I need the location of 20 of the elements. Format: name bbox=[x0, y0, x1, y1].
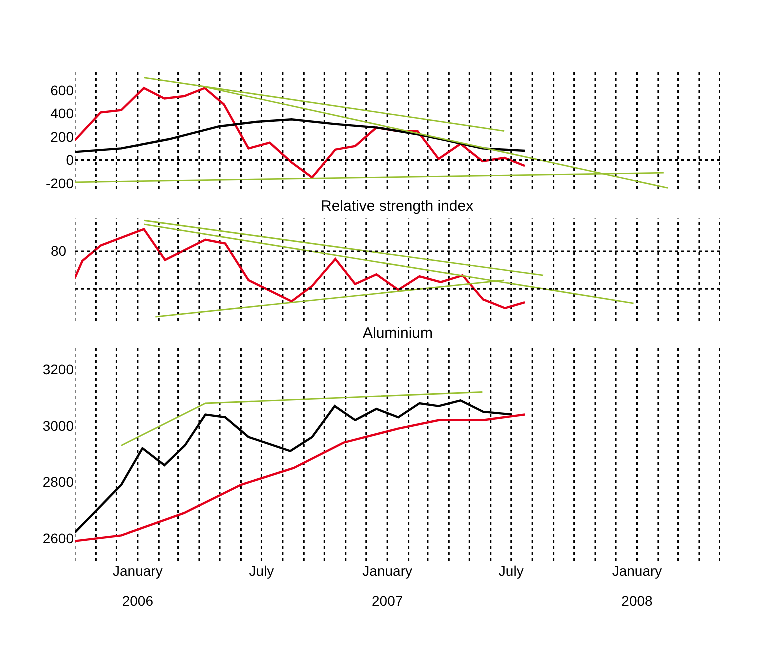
x-tick-label: July bbox=[249, 563, 274, 579]
x2-tick-label: 2006 bbox=[122, 593, 154, 609]
y-tick-label: 2600 bbox=[42, 530, 74, 546]
x-tick-label: July bbox=[498, 563, 524, 579]
x2-tick-label: 2007 bbox=[372, 593, 404, 609]
text: 80 bbox=[51, 243, 67, 259]
y-tick-label: 0 bbox=[66, 152, 74, 168]
x-tick-label: January bbox=[362, 563, 412, 579]
y-tick-label: 200 bbox=[50, 128, 74, 145]
x-tick-label: January bbox=[612, 563, 662, 579]
y-tick-label: 400 bbox=[50, 106, 74, 122]
y-tick-label: 2800 bbox=[42, 474, 74, 490]
y-tick-label: -200 bbox=[46, 175, 74, 192]
y-tick-label: 600 bbox=[50, 82, 74, 98]
chart-title: Relative strength index bbox=[321, 198, 474, 215]
y-tick-label: 3200 bbox=[42, 362, 74, 378]
chart-title: Aluminium bbox=[363, 325, 434, 342]
y-tick-label: 3000 bbox=[42, 418, 74, 434]
x-tick-label: January bbox=[113, 563, 163, 579]
x2-tick-label: 2008 bbox=[622, 593, 654, 609]
